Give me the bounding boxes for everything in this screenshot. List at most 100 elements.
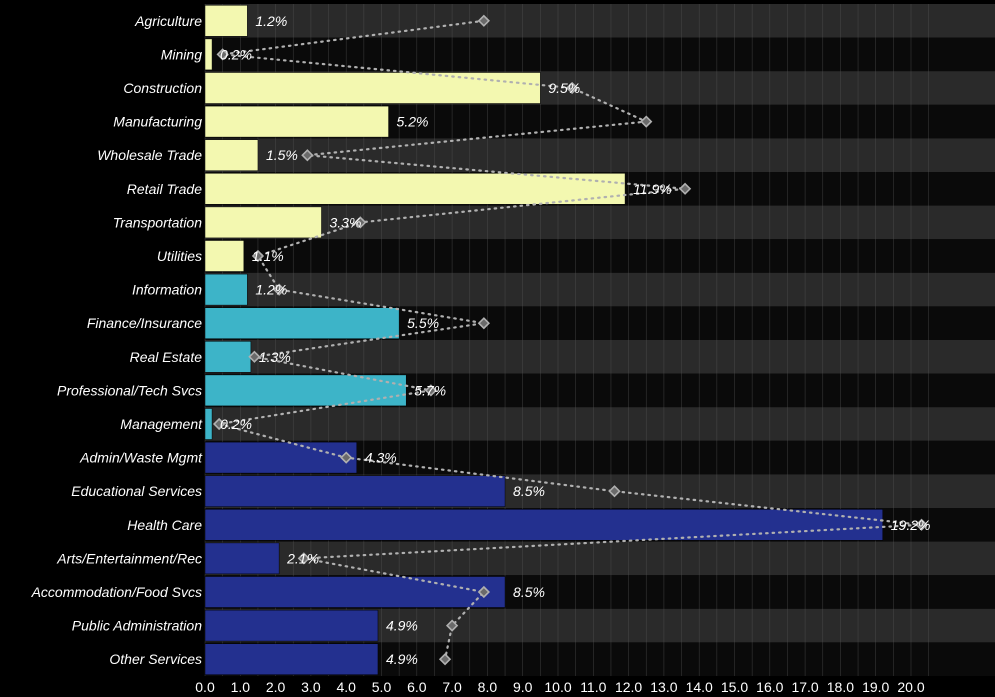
row-band [205, 541, 995, 576]
value-label: 1.1% [252, 248, 284, 264]
category-label: Management [120, 416, 203, 432]
bar [204, 273, 248, 306]
bar [204, 139, 259, 171]
category-labels: Agriculture Mining Construction Manufacturi… [31, 13, 204, 667]
x-tick-label: 19.0 [862, 679, 889, 695]
value-label: 5.5% [407, 315, 439, 331]
x-tick-label: 5.0 [372, 679, 392, 695]
row-band [205, 407, 995, 441]
marker-diamond [608, 485, 621, 498]
x-tick-label: 20.0 [897, 679, 924, 695]
x-tick-label: 16.0 [756, 679, 783, 695]
bar [204, 441, 358, 474]
bar [204, 105, 389, 138]
marker-diamond [424, 384, 438, 397]
bar [204, 341, 252, 373]
category-label: Professional/Tech Svcs [57, 382, 202, 398]
bar [204, 475, 506, 507]
value-label: 0.2% [220, 416, 252, 432]
row-bands [205, 4, 995, 676]
marker-diamond [251, 249, 265, 263]
category-label: Information [132, 282, 202, 298]
x-tick-label: 2.0 [266, 679, 286, 695]
value-label: 4.9% [386, 651, 418, 667]
x-tick-label: 8.0 [478, 679, 498, 695]
x-tick-label: 15.0 [721, 679, 748, 695]
row-band [205, 239, 995, 273]
x-tick-label: 3.0 [301, 679, 321, 695]
bar [204, 643, 379, 675]
x-tick-label: 0.0 [195, 679, 215, 695]
category-label: Mining [161, 46, 202, 62]
category-label: Utilities [157, 248, 202, 264]
marker-diamond [445, 619, 459, 632]
x-tick-label: 17.0 [791, 679, 818, 695]
category-label: Public Administration [72, 618, 202, 634]
category-label: Retail Trade [127, 181, 202, 197]
x-tick-label: 6.0 [407, 679, 427, 695]
value-label: 11.9% [633, 181, 672, 197]
row-band [205, 37, 995, 72]
x-tick-label: 13.0 [650, 679, 677, 695]
marker-diamond [272, 283, 286, 296]
category-label: Admin/Waste Mgmt [79, 450, 203, 466]
category-label: Wholesale Trade [97, 147, 202, 163]
marker-diamond [565, 81, 579, 95]
x-tick-label: 4.0 [336, 679, 356, 695]
x-tick-label: 18.0 [827, 679, 854, 695]
bar [204, 509, 884, 541]
x-tick-label: 9.0 [513, 679, 533, 695]
value-label: 0.2% [220, 46, 252, 62]
marker-diamond [248, 350, 261, 363]
marker-diamond [301, 149, 314, 162]
marker-diamond [678, 182, 692, 195]
marker-diamond [477, 14, 491, 27]
value-label: 9.5% [548, 80, 580, 96]
x-tick-label: 7.0 [442, 679, 462, 695]
row-band [205, 272, 995, 307]
x-tick-label: 10.0 [544, 679, 571, 695]
value-label: 3.3% [329, 214, 361, 230]
marker-diamond [915, 518, 928, 531]
x-tick-label: 11.0 [580, 679, 606, 695]
marker-diamond [477, 317, 491, 330]
bar [204, 576, 506, 608]
value-label: 4.3% [365, 450, 397, 466]
category-label: Real Estate [130, 349, 203, 365]
category-label: Educational Services [71, 483, 202, 499]
x-tick-label: 12.0 [615, 679, 642, 695]
bar [204, 408, 213, 440]
value-label: 4.9% [386, 618, 418, 634]
bar [204, 5, 248, 37]
value-label: 1.2% [255, 282, 287, 298]
x-tick-label: 14.0 [686, 679, 713, 695]
row-band [205, 205, 995, 240]
category-label: Manufacturing [113, 114, 202, 130]
bar [204, 206, 322, 239]
marker-diamond [477, 585, 491, 599]
marker-diamond [438, 653, 452, 666]
value-label: 2.1% [286, 550, 319, 566]
value-label: 19.2% [891, 517, 931, 533]
category-label: Finance/Insurance [87, 315, 202, 331]
markers [212, 14, 928, 666]
row-band [205, 138, 995, 172]
bar [204, 307, 400, 339]
marker-diamond [216, 48, 229, 61]
category-label: Construction [123, 80, 202, 96]
row-band [205, 340, 995, 374]
category-label: Agriculture [134, 13, 202, 29]
marker-diamond [640, 115, 653, 128]
category-label: Other Services [109, 651, 202, 667]
value-label: 8.5% [513, 584, 545, 600]
x-tick-label: 1.0 [231, 679, 251, 695]
bar [204, 38, 213, 71]
x-axis-ticks: 0.0 1.0 2.0 3.0 4.0 5.0 6.0 7.0 8.0 9.0 10.0 11.0 12… [195, 679, 925, 695]
value-label: 1.5% [266, 147, 298, 163]
value-labels: 1.2% 0.2% 9.5% 5.2% 1.5% 11.9% 3.3% 1.1% 1.2% 5.5… [220, 13, 930, 667]
bar [204, 542, 280, 575]
category-label: Health Care [127, 517, 202, 533]
marker-diamond [297, 552, 310, 565]
marker-diamond [354, 216, 367, 229]
